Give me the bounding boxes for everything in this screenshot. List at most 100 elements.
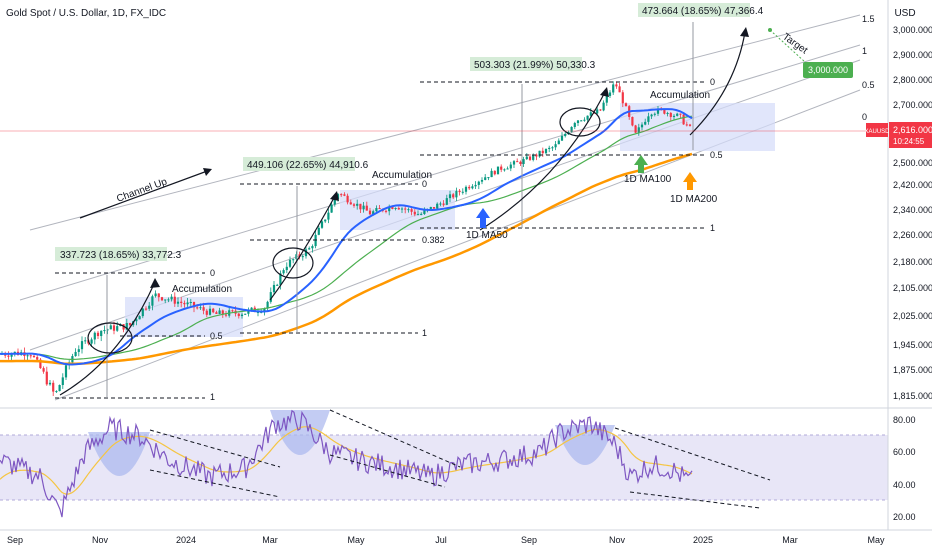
candle-body [378, 208, 381, 210]
candle-body [160, 297, 164, 301]
fib-label-05-channel: 0.5 [862, 80, 875, 90]
candle-body [544, 149, 548, 154]
candle-body [55, 391, 58, 393]
candle-body [679, 113, 682, 115]
candle-body [346, 195, 349, 203]
ellipses [87, 107, 601, 354]
candle-body [522, 159, 525, 165]
rsi-tick-20: 20.00 [893, 512, 916, 522]
fib-label-0382: 0.382 [422, 235, 445, 245]
candle-body [663, 109, 666, 114]
candle-body [455, 190, 458, 198]
candle-body [429, 207, 432, 209]
rsi-hump-1 [88, 432, 150, 476]
candle-body [605, 95, 608, 103]
candle-body [263, 308, 266, 312]
rsi-axis[interactable]: 80.00 60.00 40.00 20.00 [893, 415, 916, 522]
current-price-value: 2,616.000 [893, 125, 932, 135]
candle-body [330, 204, 333, 213]
candle-body [52, 382, 55, 392]
measure-label-1-group: 337.723 (18.65%) 33,772.3 [55, 247, 182, 261]
price-tick-1815: 1,815.000 [893, 391, 932, 401]
candle-body [477, 181, 480, 185]
price-tick-2800: 2,800.000 [893, 75, 932, 85]
candle-body [400, 208, 404, 210]
rsi-trendline-1a [149, 429, 281, 468]
fib-label-1-b: 1 [422, 328, 427, 338]
candle-body [359, 203, 362, 210]
candle-body [583, 119, 586, 121]
ma100-arrow [634, 155, 648, 173]
candle-body [269, 292, 272, 302]
candle-body [647, 116, 650, 122]
candle-body [224, 314, 228, 316]
candle-body [362, 205, 365, 210]
candle-body [388, 206, 391, 212]
candle-body [10, 353, 13, 357]
candle-body [183, 302, 186, 305]
time-axis[interactable]: Sep Nov 2024 Mar May Jul Sep Nov 2025 Ma… [7, 535, 885, 545]
candle-body [586, 115, 589, 120]
candle-body [167, 299, 170, 301]
candle-body [320, 221, 324, 228]
candle-body [266, 301, 269, 309]
ellipse-1 [87, 322, 133, 354]
candle-body [186, 302, 189, 305]
rsi-tick-80: 80.00 [893, 415, 916, 425]
price-tick-2420: 2,420.000 [893, 180, 932, 190]
candle-body [311, 246, 314, 249]
arrowhead-3 [600, 87, 609, 97]
candle-body [240, 314, 244, 317]
price-tick-1875: 1,875.000 [893, 365, 932, 375]
candle-body [135, 319, 138, 322]
candle-body [276, 284, 279, 286]
candle-body [212, 308, 215, 313]
candle-body [676, 113, 679, 116]
projection-arrow-1 [59, 281, 156, 396]
candle-body [391, 206, 394, 209]
candle-body [93, 332, 96, 340]
candle-body [621, 92, 624, 104]
candle-body [148, 305, 151, 309]
candle-body [64, 365, 68, 378]
target-price-label: 3,000.000 [808, 65, 848, 75]
fib-labels: 0 1 0.5 0 1 0.382 0 0.5 1 1.5 1 0.5 0 [210, 14, 875, 402]
candle-body [589, 112, 592, 116]
rsi-tick-60: 60.00 [893, 447, 916, 457]
candle-body [112, 325, 116, 331]
candle-body [298, 254, 301, 257]
candle-body [640, 124, 644, 128]
time-tick-may-2025: May [867, 535, 885, 545]
price-axis[interactable]: 3,000.000 2,900.000 2,800.000 2,700.000 … [893, 25, 932, 401]
candle-body [74, 351, 77, 357]
candle-body [368, 210, 372, 215]
candle-body [247, 309, 250, 314]
fib-label-15-channel: 1.5 [862, 14, 875, 24]
candle-body [375, 208, 378, 212]
candle-body [196, 307, 199, 309]
time-tick-sep-2024: Sep [521, 535, 537, 545]
candle-body [154, 293, 157, 297]
target-price-box [803, 62, 853, 78]
candle-body [317, 227, 320, 235]
candle-body [608, 92, 612, 96]
candle-body [615, 84, 618, 87]
price-tick-2900: 2,900.000 [893, 50, 932, 60]
candle-body [343, 194, 346, 196]
candle-body [199, 307, 202, 309]
candle-body [205, 310, 208, 315]
candle-body [461, 191, 464, 193]
candle-body [500, 166, 503, 170]
time-tick-mar-2025: Mar [782, 535, 798, 545]
candle-body [487, 177, 490, 179]
candle-body [256, 311, 260, 313]
rsi-trendline-2a [329, 409, 461, 468]
time-tick-nov-2024: Nov [609, 535, 626, 545]
fib-label-1-a: 1 [210, 392, 215, 402]
measure-label-2-group: 449.106 (22.65%) 44,910.6 [243, 157, 369, 171]
candle-body [237, 313, 240, 317]
measure-label-4-bg [638, 3, 750, 17]
candle-body [125, 323, 128, 330]
